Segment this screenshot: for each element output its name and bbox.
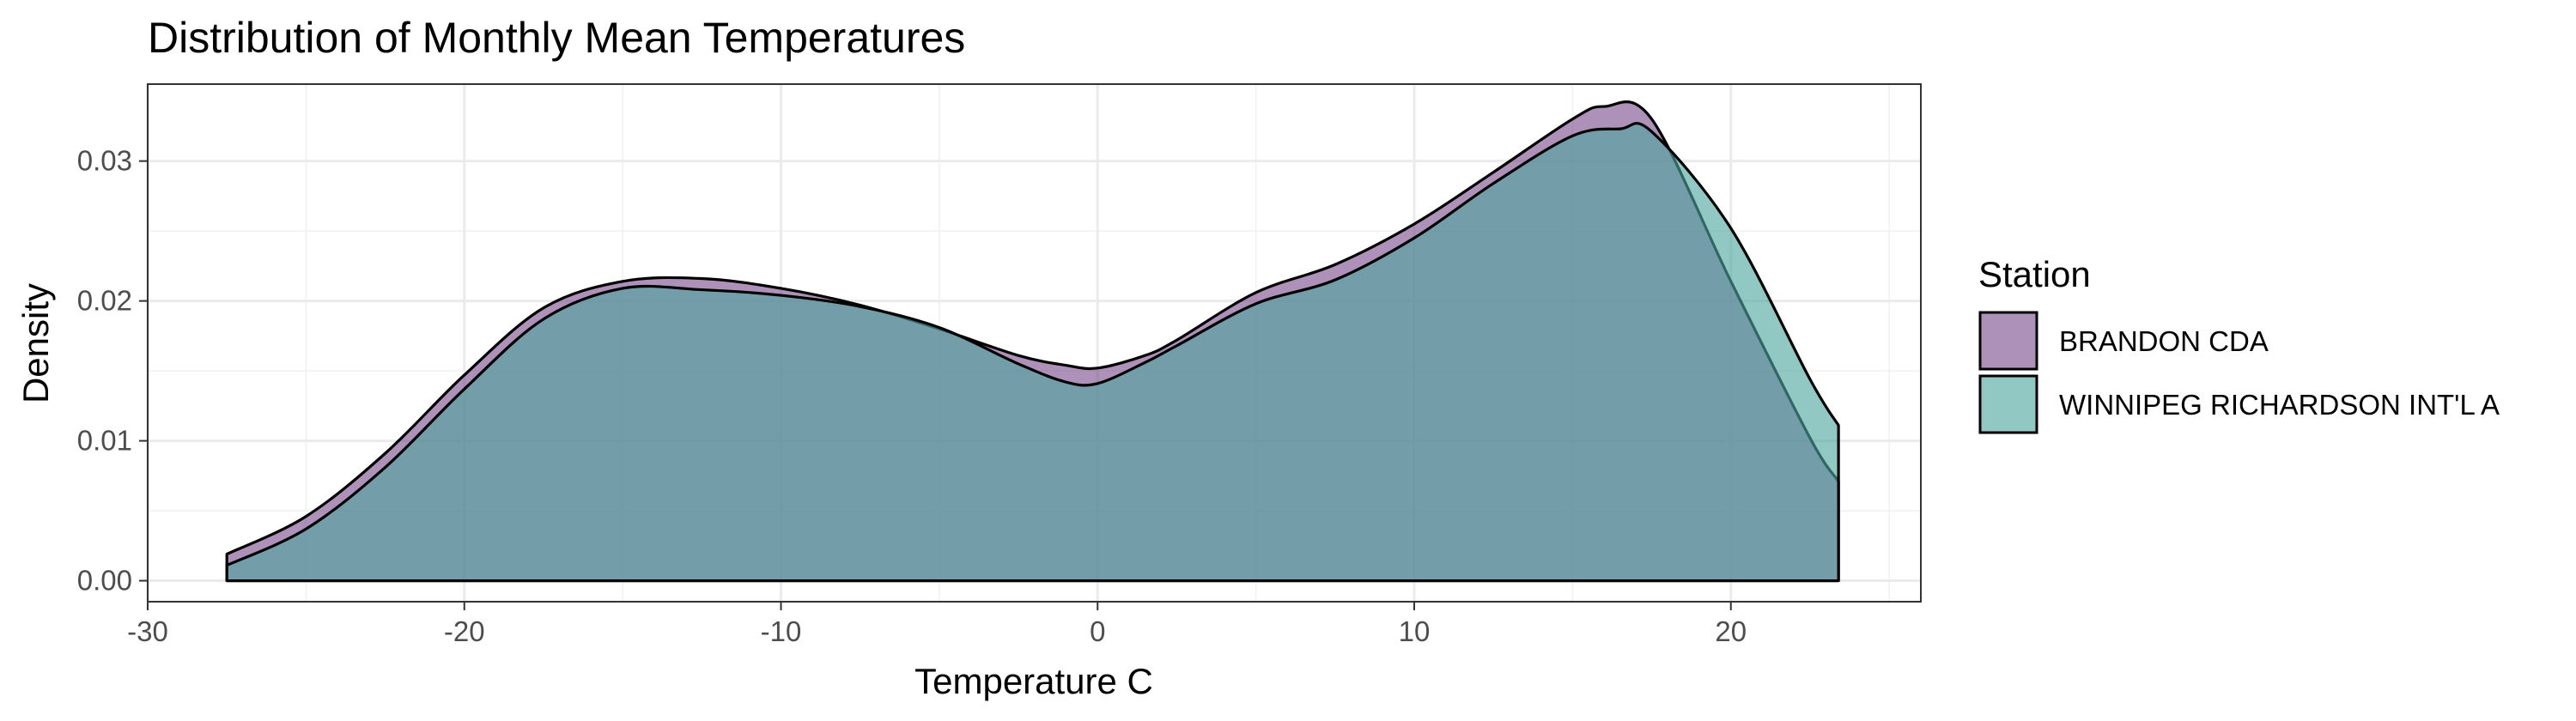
legend-label-winnipeg: WINNIPEG RICHARDSON INT'L A [2059,389,2500,421]
density-area-winnipeg [225,122,1840,583]
x-tick-label: 20 [1715,615,1747,647]
series-layer [225,100,1840,583]
x-axis-title: Temperature C [914,661,1153,701]
y-axis: 0.00 0.01 0.02 0.03 [77,145,148,597]
x-tick-label: 0 [1090,615,1105,647]
x-tick-label: -10 [761,615,802,647]
y-tick-label: 0.01 [77,425,132,457]
legend-label-brandon: BRANDON CDA [2059,325,2269,357]
y-tick-label: 0.02 [77,285,132,317]
legend-title: Station [1978,254,2091,294]
legend-key-winnipeg [1978,374,2038,434]
y-axis-title: Density [15,283,56,403]
y-tick-label: 0.03 [77,145,132,177]
x-tick-label: -20 [444,615,485,647]
plot-border [147,83,1922,603]
legend-key-brandon [1978,311,2038,371]
x-tick-label: -30 [127,615,168,647]
y-tick-label: 0.00 [77,565,132,597]
chart-title: Distribution of Monthly Mean Temperature… [148,14,965,62]
x-axis: -30 -20 -10 0 10 20 [127,602,1747,647]
legend: Station BRANDON CDA WINNIPEG RICHARDSON … [1978,254,2500,434]
x-tick-label: 10 [1399,615,1431,647]
